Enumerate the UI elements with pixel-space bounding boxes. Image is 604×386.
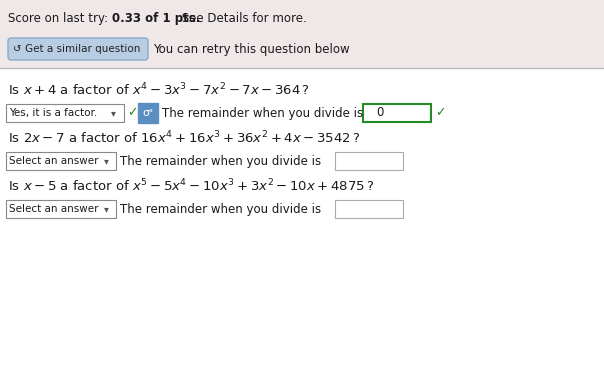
Text: ✓: ✓ <box>127 107 138 120</box>
Text: ▾: ▾ <box>104 156 109 166</box>
Text: σᶟ: σᶟ <box>143 108 153 118</box>
Bar <box>138 103 158 123</box>
Text: The remainder when you divide is: The remainder when you divide is <box>120 203 321 215</box>
Text: Is $x-5$ a factor of $x^5-5x^4-10x^3+3x^2-10x+4875\,$?: Is $x-5$ a factor of $x^5-5x^4-10x^3+3x^… <box>8 178 374 195</box>
Text: Select an answer: Select an answer <box>9 156 98 166</box>
Text: Yes, it is a factor.: Yes, it is a factor. <box>9 108 97 118</box>
Bar <box>363 104 431 122</box>
Bar <box>0 0 604 68</box>
Text: ▾: ▾ <box>104 204 109 214</box>
Text: 0: 0 <box>376 107 384 120</box>
Text: ✓: ✓ <box>435 107 446 120</box>
Text: The remainder when you divide is: The remainder when you divide is <box>120 154 321 168</box>
Text: You can retry this question below: You can retry this question below <box>153 42 350 56</box>
Text: Select an answer: Select an answer <box>9 204 98 214</box>
Bar <box>6 152 116 170</box>
Bar <box>335 152 403 170</box>
Bar <box>335 200 403 218</box>
Text: See Details for more.: See Details for more. <box>178 12 307 25</box>
FancyBboxPatch shape <box>8 38 148 60</box>
Text: 0.33 of 1 pts.: 0.33 of 1 pts. <box>112 12 201 25</box>
Text: Score on last try:: Score on last try: <box>8 12 112 25</box>
Bar <box>6 104 124 122</box>
Text: Is $2x-7$ a factor of $16x^4+16x^3+36x^2+4x-3542\,$?: Is $2x-7$ a factor of $16x^4+16x^3+36x^2… <box>8 130 361 147</box>
Text: The remainder when you divide is: The remainder when you divide is <box>162 107 363 120</box>
Text: ↺ Get a similar question: ↺ Get a similar question <box>13 44 140 54</box>
Text: Is $x+4$ a factor of $x^4-3x^3-7x^2-7x-364\,$?: Is $x+4$ a factor of $x^4-3x^3-7x^2-7x-3… <box>8 82 310 98</box>
Bar <box>6 200 116 218</box>
Text: ▾: ▾ <box>111 108 116 118</box>
